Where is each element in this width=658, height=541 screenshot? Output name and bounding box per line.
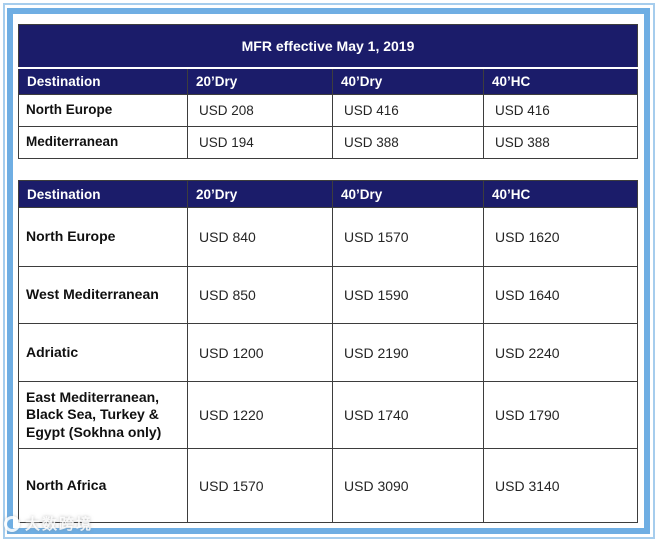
rate-cell: USD 3090 bbox=[332, 448, 484, 523]
rate-cell: USD 416 bbox=[332, 94, 484, 127]
column-header-20dry: 20’Dry bbox=[187, 67, 333, 95]
column-header-40hc: 40’HC bbox=[483, 67, 638, 95]
rate-cell: USD 1640 bbox=[483, 266, 638, 324]
destination-cell: North Europe bbox=[18, 207, 188, 267]
column-header-20dry: 20’Dry bbox=[187, 180, 333, 208]
rate-cell: USD 388 bbox=[483, 126, 638, 159]
destination-cell: North Europe bbox=[18, 94, 188, 127]
rate-cell: USD 194 bbox=[187, 126, 333, 159]
rate-cell: USD 2240 bbox=[483, 323, 638, 382]
rate-cell: USD 2190 bbox=[332, 323, 484, 382]
content-area: MFR effective May 1, 2019 Destination 20… bbox=[18, 24, 638, 523]
table-row: West Mediterranean USD 850 USD 1590 USD 164… bbox=[18, 266, 638, 324]
rate-cell: USD 1200 bbox=[187, 323, 333, 382]
table-title: MFR effective May 1, 2019 bbox=[18, 24, 638, 69]
table-row: East Mediterranean, Black Sea, Turkey & … bbox=[18, 381, 638, 449]
rate-cell: USD 1790 bbox=[483, 381, 638, 449]
destination-cell: East Mediterranean, Black Sea, Turkey & … bbox=[18, 381, 188, 449]
table-row: Adriatic USD 1200 USD 2190 USD 2240 bbox=[18, 323, 638, 382]
destination-cell: North Africa bbox=[18, 448, 188, 523]
destination-cell: Adriatic bbox=[18, 323, 188, 382]
mfr-detail-table-body: North Europe USD 840 USD 1570 USD 1620 West … bbox=[18, 207, 638, 523]
rate-cell: USD 1570 bbox=[332, 207, 484, 267]
rate-cell: USD 850 bbox=[187, 266, 333, 324]
rate-cell: USD 1590 bbox=[332, 266, 484, 324]
mfr-detail-table: Destination 20’Dry 40’Dry 40’HC North Eu… bbox=[18, 180, 638, 523]
destination-cell: Mediterranean bbox=[18, 126, 188, 159]
column-header-40dry: 40’Dry bbox=[332, 67, 484, 95]
rate-cell: USD 416 bbox=[483, 94, 638, 127]
table-row: Mediterranean USD 194 USD 388 USD 388 bbox=[18, 126, 638, 159]
table-row: North Europe USD 840 USD 1570 USD 1620 bbox=[18, 207, 638, 267]
rate-cell: USD 840 bbox=[187, 207, 333, 267]
table-row: North Africa USD 1570 USD 3090 USD 3140 bbox=[18, 448, 638, 523]
rate-cell: USD 208 bbox=[187, 94, 333, 127]
mfr-summary-table-body: North Europe USD 208 USD 416 USD 416 Mediter… bbox=[18, 94, 638, 159]
rate-cell: USD 3140 bbox=[483, 448, 638, 523]
rate-cell: USD 1740 bbox=[332, 381, 484, 449]
rate-cell: USD 1570 bbox=[187, 448, 333, 523]
column-header-destination: Destination bbox=[18, 180, 188, 208]
header-row: Destination 20’Dry 40’Dry 40’HC bbox=[18, 67, 638, 95]
column-header-destination: Destination bbox=[18, 67, 188, 95]
column-header-40hc: 40’HC bbox=[483, 180, 638, 208]
rate-cell: USD 388 bbox=[332, 126, 484, 159]
rate-cell: USD 1220 bbox=[187, 381, 333, 449]
title-row: MFR effective May 1, 2019 bbox=[18, 24, 638, 69]
table-row: North Europe USD 208 USD 416 USD 416 bbox=[18, 94, 638, 127]
header-row: Destination 20’Dry 40’Dry 40’HC bbox=[18, 180, 638, 208]
mfr-summary-table: MFR effective May 1, 2019 Destination 20… bbox=[18, 24, 638, 159]
column-header-40dry: 40’Dry bbox=[332, 180, 484, 208]
rate-cell: USD 1620 bbox=[483, 207, 638, 267]
destination-cell: West Mediterranean bbox=[18, 266, 188, 324]
